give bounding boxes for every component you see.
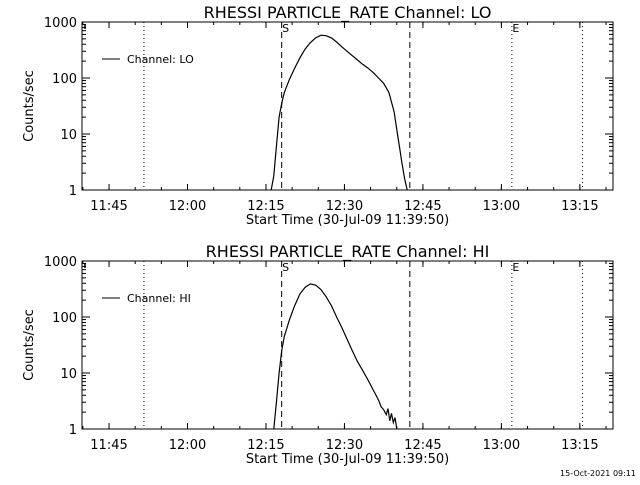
panel-1-x-tick-label-4: 12:30 [326, 199, 363, 214]
panel-1-title: RHESSI PARTICLE_RATE Channel: LO [204, 3, 492, 23]
panel-1-x-tick-label-5: 12:45 [404, 199, 441, 214]
panel-2-y-tick-label-4: 1000 [44, 255, 77, 270]
panel-2-y-tick-label-1: 1 [69, 423, 77, 438]
panel-2-x-tick-label-7: 13:15 [561, 438, 598, 453]
panel-1-series-line-1 [270, 34, 408, 191]
panel-2-y-tick-label-2: 10 [60, 367, 77, 382]
panel-1-end-marker-label: E [512, 22, 519, 35]
panel-1-y-tick-label-3: 100 [52, 72, 77, 87]
panel-1-x-axis-label: Start Time (30-Jul-09 11:39:50) [246, 213, 449, 228]
panel-1-start-marker-label: S [282, 22, 289, 35]
panel-2-x-tick-label-4: 12:30 [326, 438, 363, 453]
panel-2-y-axis-label: Counts/sec [22, 309, 37, 381]
panel-2-series-line-1 [273, 283, 398, 430]
panel-2-x-axis-label: Start Time (30-Jul-09 11:39:50) [246, 452, 449, 467]
panel-2-x-tick-label-3: 12:15 [247, 438, 284, 453]
panel-1-x-tick-label-6: 13:00 [483, 199, 520, 214]
panel-1-x-tick-label-1: 11:45 [90, 199, 127, 214]
panel-2-end-marker-label: E [512, 261, 519, 274]
panel-2-x-tick-label-1: 11:45 [90, 438, 127, 453]
panel-1-x-tick-label-3: 12:15 [247, 199, 284, 214]
panel-1-legend-label: Channel: LO [127, 53, 194, 66]
panel-1-chart: RHESSI PARTICLE_RATE Channel: LOS E 11:45 1… [22, 3, 614, 228]
panel-1-plot-frame [81, 21, 614, 191]
footer-timestamp: 15-Oct-2021 09:11 [560, 469, 636, 478]
panel-2-legend-label: Channel: HI [127, 292, 191, 305]
panel-1-x-tick-label-2: 12:00 [169, 199, 206, 214]
panel-1-x-tick-label-7: 13:15 [561, 199, 598, 214]
panel-2-x-tick-label-6: 13:00 [483, 438, 520, 453]
panel-1-y-tick-label-2: 10 [60, 128, 77, 143]
panel-1-y-tick-label-1: 1 [69, 184, 77, 199]
panel-1-y-tick-label-4: 1000 [44, 16, 77, 31]
panel-2-chart: RHESSI PARTICLE_RATE Channel: HIS E 11:45 1… [22, 242, 614, 467]
panel-2-title: RHESSI PARTICLE_RATE Channel: HI [206, 242, 490, 262]
panel-1-y-axis-label: Counts/sec [22, 70, 37, 142]
panel-2-x-tick-label-2: 12:00 [169, 438, 206, 453]
panel-2-plot-frame [81, 260, 614, 430]
panel-2-y-tick-label-3: 100 [52, 311, 77, 326]
panel-2-x-tick-label-5: 12:45 [404, 438, 441, 453]
panel-2-start-marker-label: S [282, 261, 289, 274]
